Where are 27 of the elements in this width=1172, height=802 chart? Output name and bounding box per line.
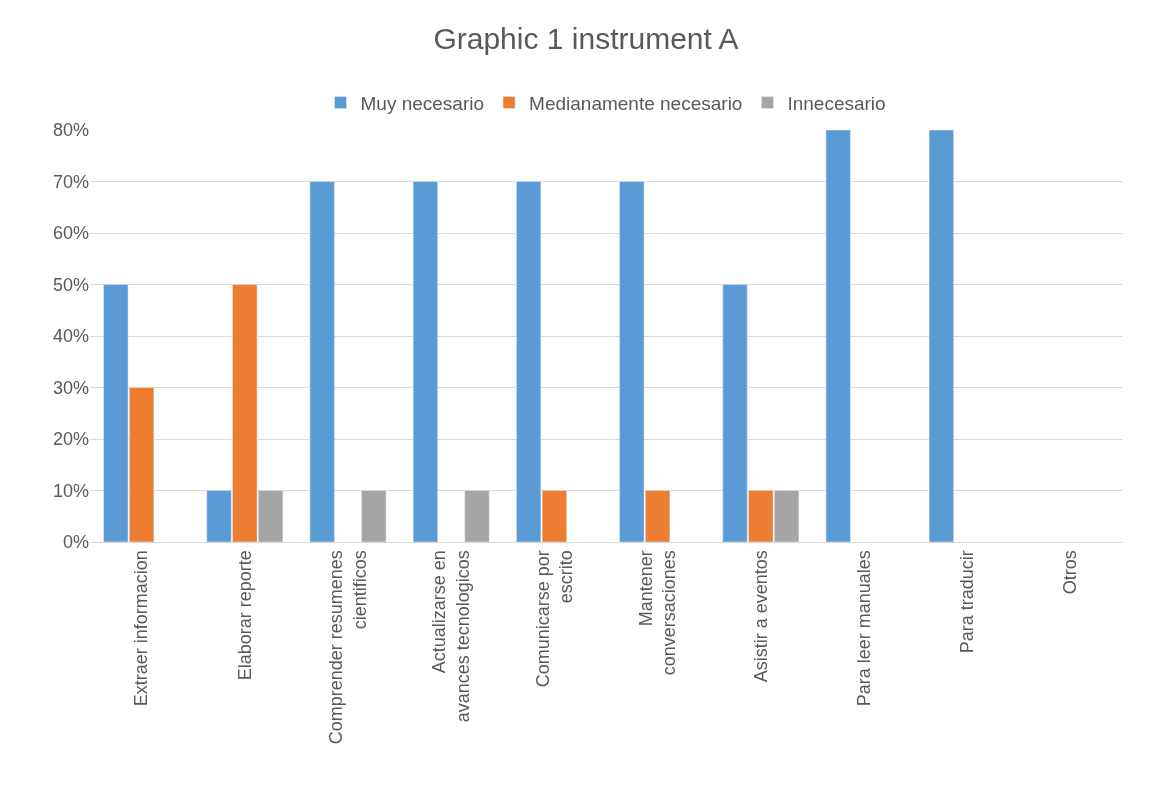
bar — [825, 130, 851, 542]
x-tick-label: Asistir a eventos — [750, 550, 771, 683]
legend-label: Innecesario — [787, 93, 886, 115]
x-tick-label: Comunicarse por escrito — [532, 550, 576, 688]
bar — [361, 490, 387, 542]
y-tick-label: 80% — [52, 120, 89, 141]
y-tick-label: 10% — [52, 480, 89, 501]
y-tick-label: 30% — [52, 377, 89, 398]
y-tick-label: 20% — [52, 429, 89, 450]
y-tick-label: 0% — [62, 532, 89, 553]
x-tick-label: Comprender resumenes cientificos — [326, 550, 370, 745]
x-tick-label: Elaborar reporte — [234, 550, 255, 681]
x-tick-label: Para leer manuales — [853, 550, 874, 707]
x-tick-label: Otros — [1060, 550, 1081, 595]
y-tick-label: 70% — [52, 171, 89, 192]
y-tick-label: 50% — [52, 274, 89, 295]
y-tick-label: 40% — [52, 326, 89, 347]
bar — [928, 130, 954, 542]
x-tick-label: Para traducir — [957, 550, 978, 654]
x-tick-label: Extraer informacion — [131, 550, 152, 707]
bar — [309, 181, 335, 542]
chart-title: Graphic 1 instrument A — [433, 22, 739, 56]
legend-label: Muy necesario — [360, 93, 485, 115]
legend-label: Medianamente necesario — [529, 93, 743, 115]
y-tick-label: 60% — [52, 223, 89, 244]
bar — [464, 490, 490, 542]
bar — [412, 181, 438, 542]
